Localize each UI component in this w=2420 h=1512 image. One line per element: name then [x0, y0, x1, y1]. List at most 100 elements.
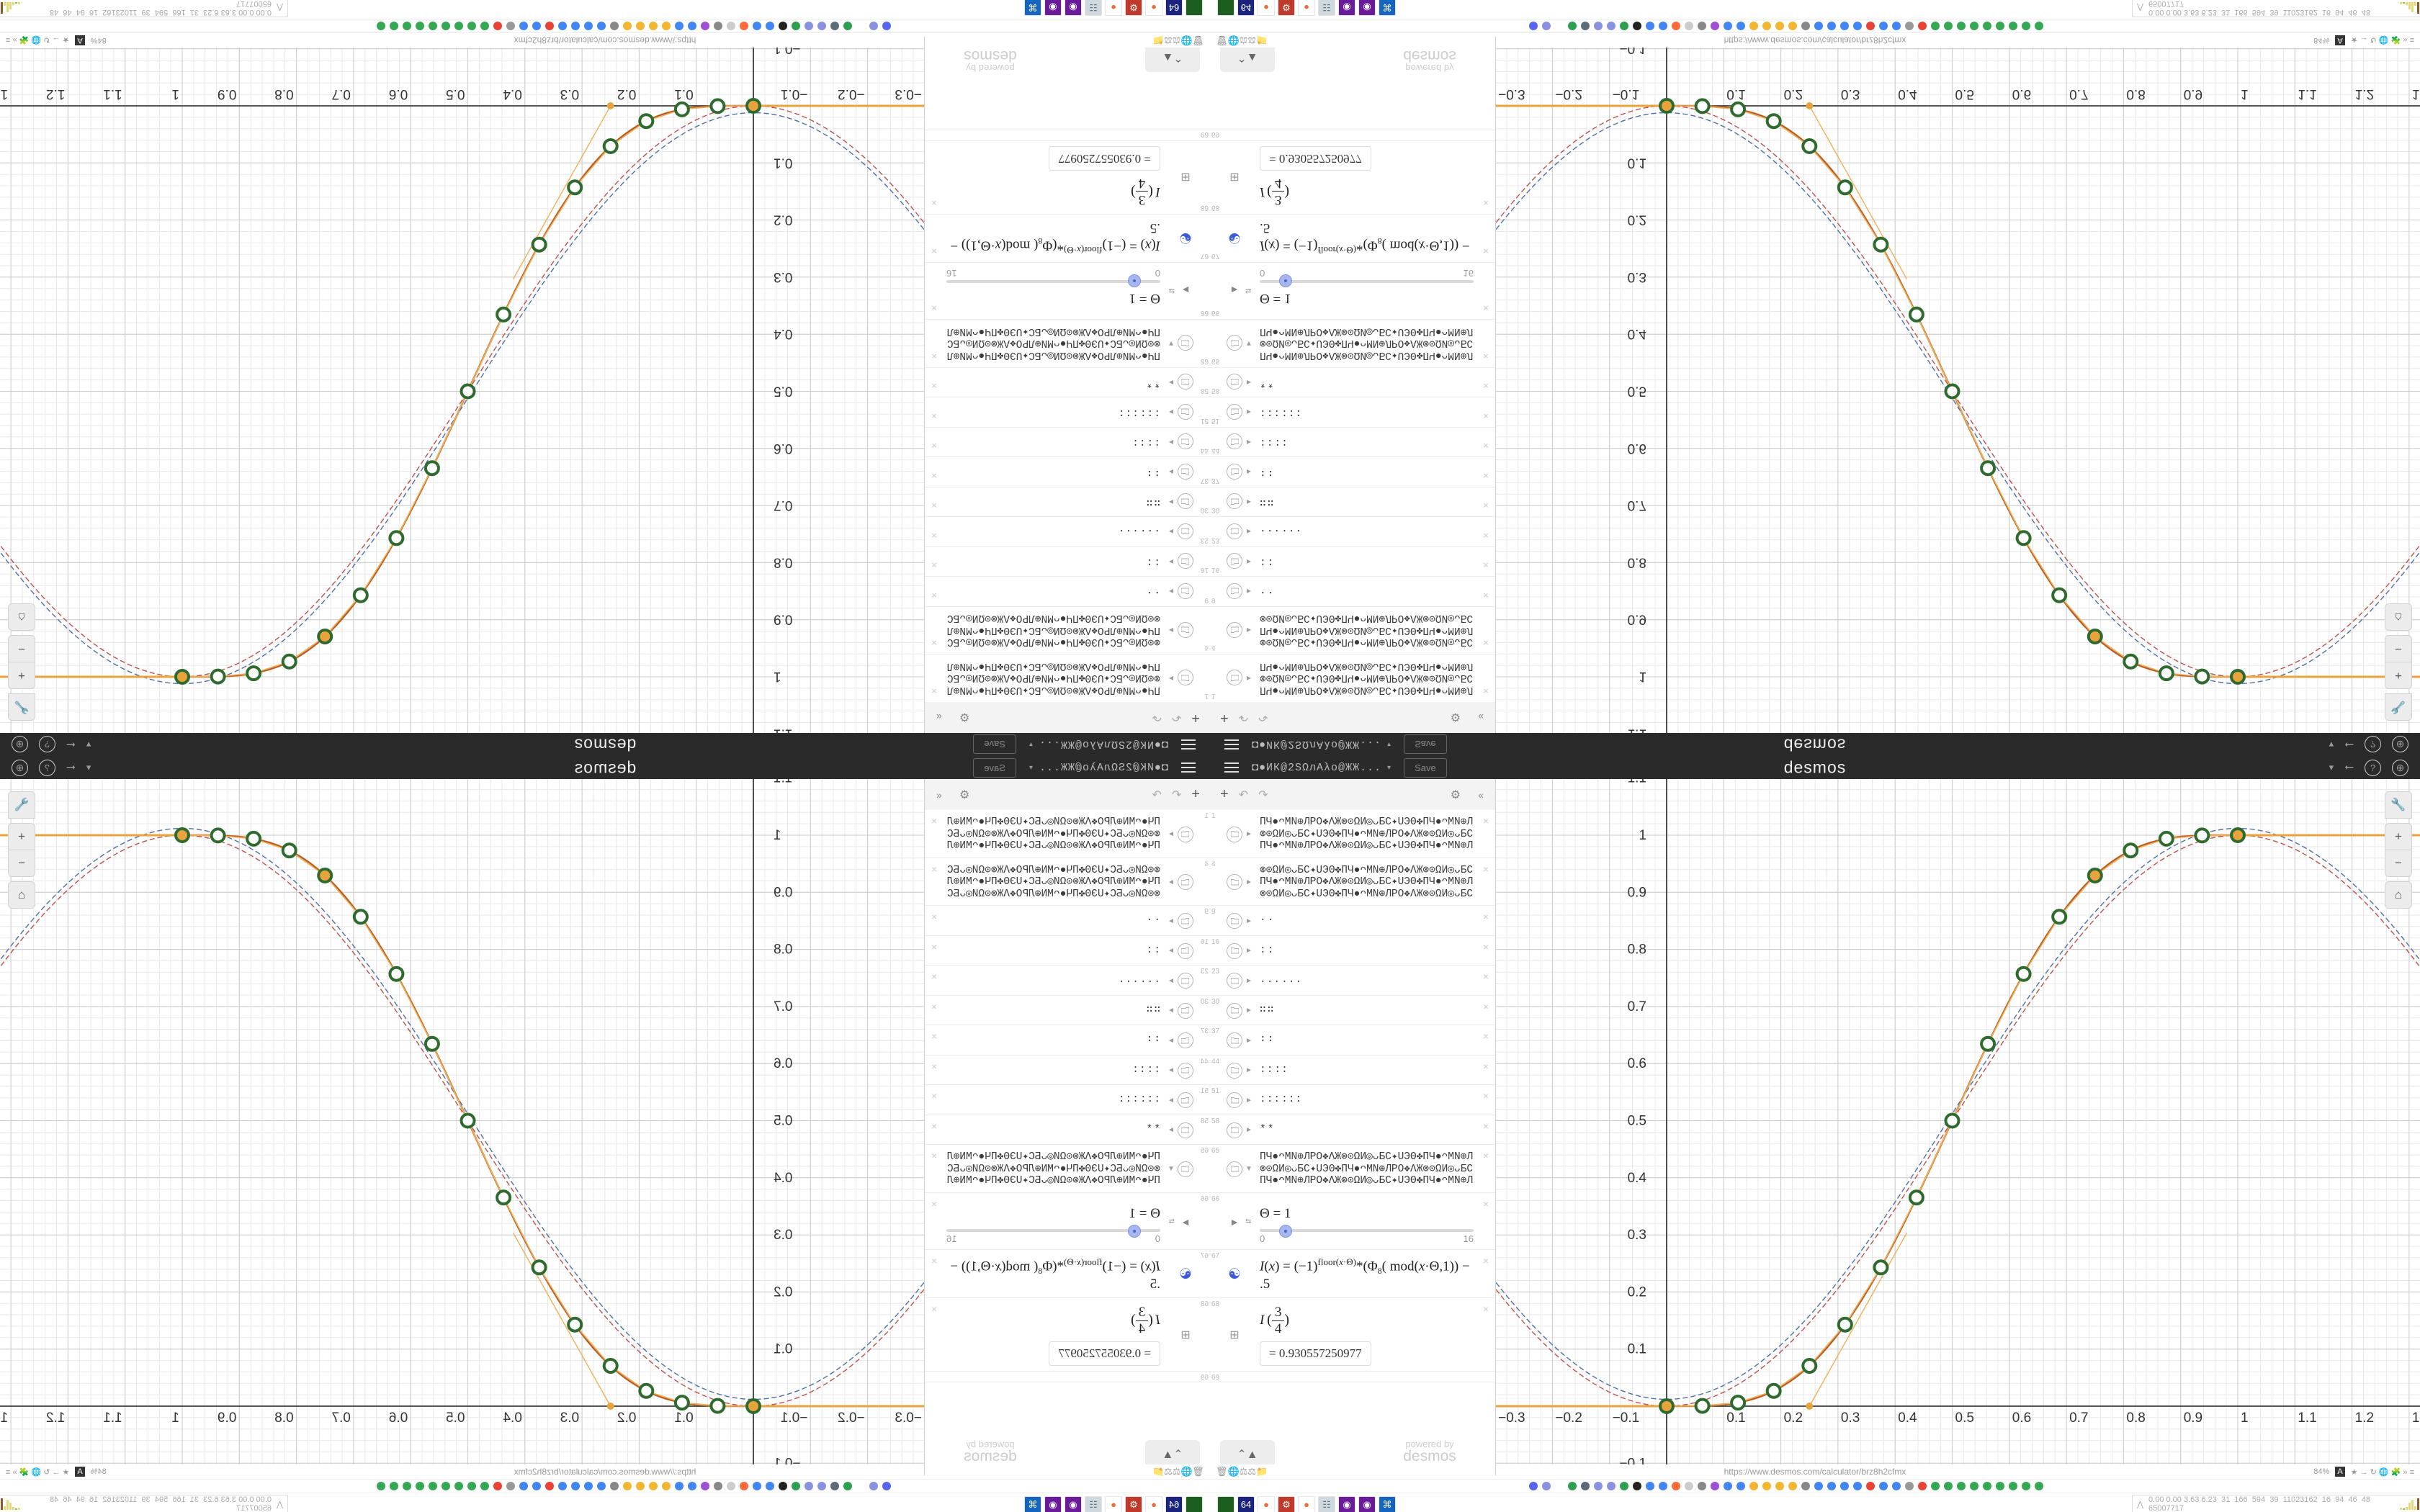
svg-text:0.5: 0.5 [1628, 1114, 1646, 1129]
svg-text:0.5: 0.5 [1955, 1410, 1974, 1426]
svg-text:1.1: 1.1 [1628, 779, 1646, 786]
svg-text:0.3: 0.3 [1841, 1410, 1860, 1426]
svg-text:1: 1 [1639, 669, 1646, 684]
svg-text:0.8: 0.8 [774, 554, 792, 570]
svg-text:0.6: 0.6 [774, 441, 792, 456]
svg-text:1.2: 1.2 [2355, 86, 2374, 102]
svg-text:0.3: 0.3 [1628, 1228, 1646, 1243]
svg-text:−0.1: −0.1 [781, 86, 808, 102]
svg-text:−0.3: −0.3 [895, 1410, 922, 1426]
svg-text:1.1: 1.1 [103, 1410, 122, 1426]
svg-text:0.9: 0.9 [1628, 885, 1646, 900]
svg-text:−0.1: −0.1 [1613, 86, 1640, 102]
svg-text:−0.1: −0.1 [781, 1410, 808, 1426]
svg-text:0.1: 0.1 [1726, 86, 1745, 102]
svg-text:0.7: 0.7 [331, 86, 350, 102]
svg-text:1: 1 [774, 669, 781, 684]
svg-text:−0.2: −0.2 [1555, 86, 1582, 102]
svg-text:0.3: 0.3 [560, 1410, 579, 1426]
svg-text:−0.3: −0.3 [895, 86, 922, 102]
svg-text:0.5: 0.5 [446, 86, 465, 102]
svg-text:0.2: 0.2 [774, 1284, 792, 1300]
svg-text:1.3: 1.3 [2412, 1410, 2420, 1426]
svg-text:0.2: 0.2 [1628, 1284, 1646, 1300]
svg-text:0.3: 0.3 [774, 269, 792, 284]
svg-text:0.4: 0.4 [774, 1171, 793, 1186]
svg-text:0.3: 0.3 [774, 1228, 792, 1243]
svg-text:−0.2: −0.2 [1555, 1410, 1582, 1426]
svg-text:1: 1 [2241, 86, 2249, 102]
svg-text:0.5: 0.5 [774, 1114, 792, 1129]
svg-text:0.9: 0.9 [218, 86, 236, 102]
svg-text:0.4: 0.4 [1898, 1410, 1917, 1426]
svg-text:0.2: 0.2 [1784, 1410, 1803, 1426]
svg-text:0.1: 0.1 [1726, 1410, 1745, 1426]
svg-text:1.3: 1.3 [2412, 86, 2420, 102]
svg-text:0.9: 0.9 [1628, 612, 1646, 627]
svg-text:0.9: 0.9 [774, 885, 792, 900]
svg-text:1.2: 1.2 [2355, 1410, 2374, 1426]
svg-text:0.7: 0.7 [1628, 498, 1646, 513]
svg-text:0.2: 0.2 [617, 1410, 636, 1426]
svg-text:0.4: 0.4 [1628, 1171, 1647, 1186]
svg-text:0.9: 0.9 [218, 1410, 236, 1426]
svg-text:1.3: 1.3 [0, 86, 8, 102]
svg-text:1.2: 1.2 [46, 86, 65, 102]
svg-text:0.5: 0.5 [1955, 86, 1974, 102]
svg-text:1.1: 1.1 [774, 726, 792, 733]
svg-text:0.4: 0.4 [774, 326, 793, 341]
svg-text:0.4: 0.4 [1628, 326, 1647, 341]
svg-text:0.8: 0.8 [774, 942, 792, 958]
svg-text:0.4: 0.4 [503, 1410, 522, 1426]
svg-text:0.7: 0.7 [774, 999, 792, 1014]
svg-text:1.1: 1.1 [2298, 86, 2316, 102]
svg-text:0.1: 0.1 [774, 155, 792, 170]
svg-text:0.6: 0.6 [389, 86, 408, 102]
svg-text:0.7: 0.7 [2069, 86, 2088, 102]
svg-text:0.5: 0.5 [774, 384, 792, 399]
svg-text:0.6: 0.6 [389, 1410, 408, 1426]
svg-text:0.4: 0.4 [503, 86, 522, 102]
svg-text:0.3: 0.3 [1628, 269, 1646, 284]
svg-text:0.7: 0.7 [2069, 1410, 2088, 1426]
svg-text:0.2: 0.2 [774, 212, 792, 228]
svg-text:0.1: 0.1 [1628, 155, 1646, 170]
svg-text:1: 1 [774, 828, 781, 843]
svg-text:0.1: 0.1 [674, 86, 693, 102]
svg-text:1.1: 1.1 [2298, 1410, 2316, 1426]
svg-text:0.2: 0.2 [617, 86, 636, 102]
svg-text:0.1: 0.1 [674, 1410, 693, 1426]
svg-text:0.2: 0.2 [1784, 86, 1803, 102]
svg-text:1.1: 1.1 [103, 86, 122, 102]
svg-text:0.5: 0.5 [446, 1410, 465, 1426]
svg-text:0.6: 0.6 [2012, 86, 2031, 102]
svg-text:1.1: 1.1 [774, 779, 792, 786]
svg-text:0.7: 0.7 [331, 1410, 350, 1426]
svg-text:0.8: 0.8 [2126, 1410, 2145, 1426]
svg-text:1: 1 [171, 1410, 179, 1426]
svg-text:0.6: 0.6 [1628, 441, 1646, 456]
svg-text:0.9: 0.9 [2184, 86, 2202, 102]
svg-text:0.8: 0.8 [274, 1410, 293, 1426]
svg-text:0.8: 0.8 [1628, 554, 1646, 570]
svg-text:1.1: 1.1 [1628, 726, 1646, 733]
svg-text:0.3: 0.3 [1841, 86, 1860, 102]
svg-text:0.7: 0.7 [774, 498, 792, 513]
svg-text:0.4: 0.4 [1898, 86, 1917, 102]
svg-text:0.6: 0.6 [2012, 1410, 2031, 1426]
svg-text:0.7: 0.7 [1628, 999, 1646, 1014]
svg-text:0.1: 0.1 [774, 1342, 792, 1357]
svg-text:1: 1 [2241, 1410, 2249, 1426]
svg-text:−0.2: −0.2 [838, 86, 865, 102]
svg-text:0.8: 0.8 [2126, 86, 2145, 102]
svg-text:0.5: 0.5 [1628, 384, 1646, 399]
svg-text:0.9: 0.9 [774, 612, 792, 627]
svg-text:0.9: 0.9 [2184, 1410, 2202, 1426]
svg-text:0.2: 0.2 [1628, 212, 1646, 228]
svg-text:1.3: 1.3 [0, 1410, 8, 1426]
svg-text:0.8: 0.8 [274, 86, 293, 102]
svg-text:0.6: 0.6 [1628, 1056, 1646, 1071]
svg-text:0.3: 0.3 [560, 86, 579, 102]
svg-text:−0.3: −0.3 [1498, 1410, 1525, 1426]
svg-text:0.6: 0.6 [774, 1056, 792, 1071]
